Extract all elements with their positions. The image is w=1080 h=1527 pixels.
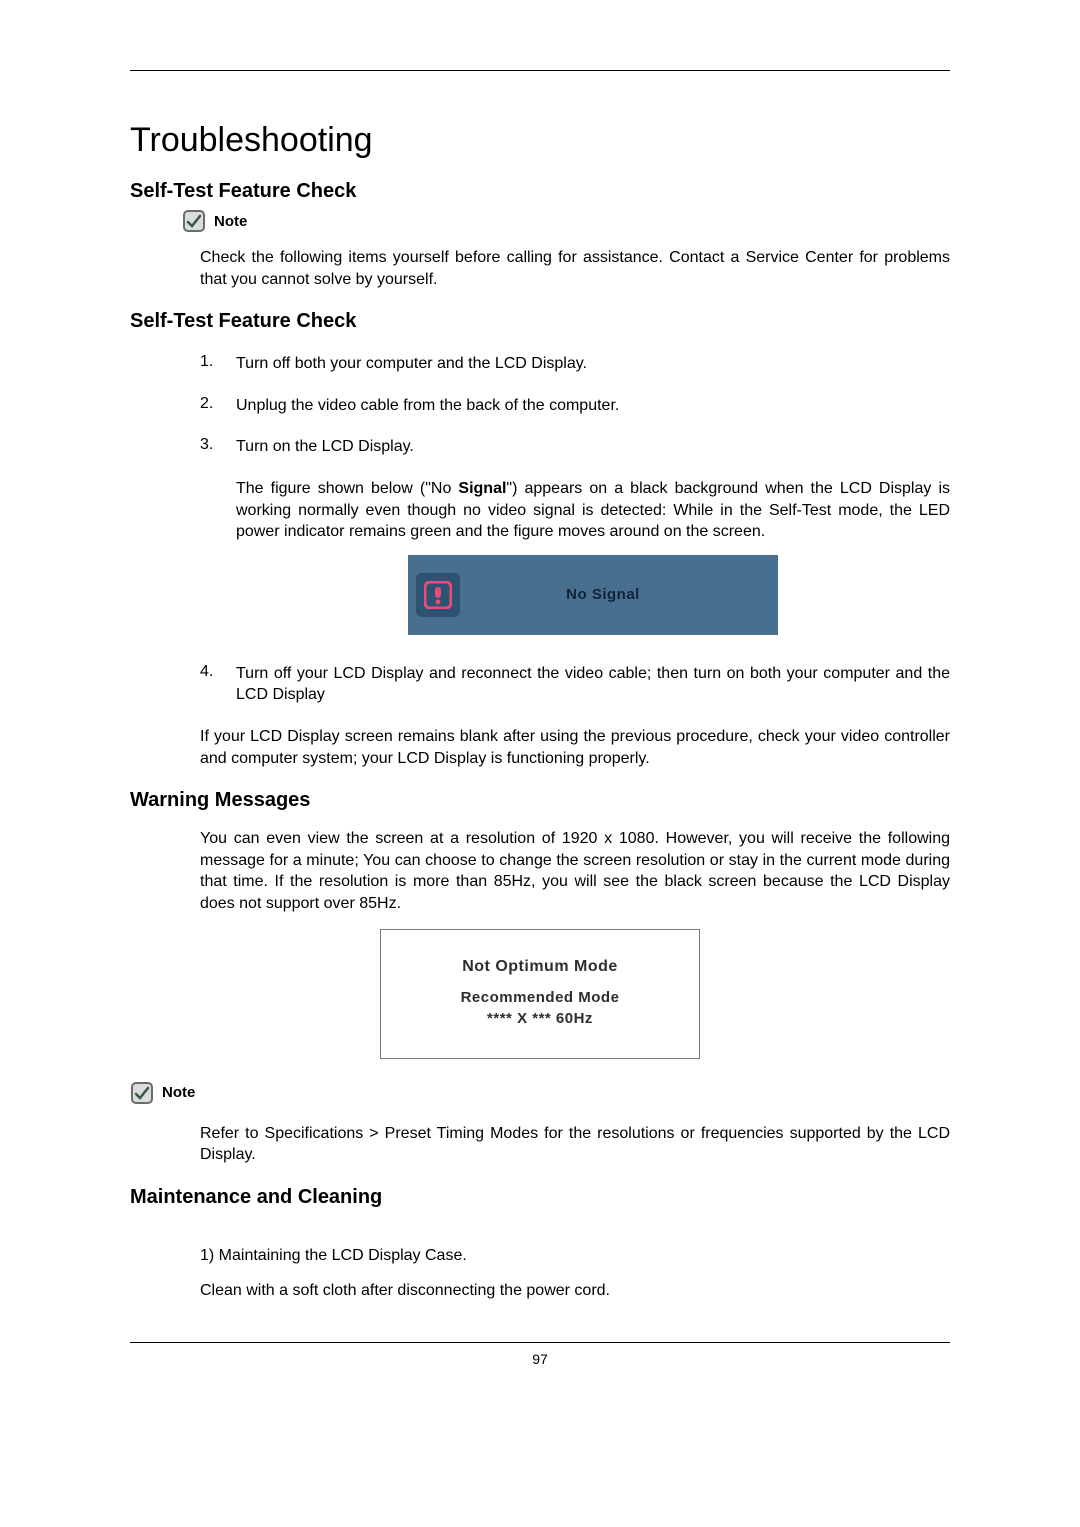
self-test-outro: If your LCD Display screen remains blank… <box>200 726 950 769</box>
page-title: Troubleshooting <box>130 121 950 160</box>
warning-box-line2: Recommended Mode **** X *** 60Hz <box>461 988 620 1029</box>
note-callout-2: Note <box>130 1081 950 1105</box>
no-signal-text: No Signal <box>468 585 778 605</box>
step-3: 3. Turn on the LCD Display. The figure s… <box>200 436 950 634</box>
section-warning: Warning Messages <box>130 789 950 812</box>
wb-l2b: **** X *** 60Hz <box>487 1010 593 1027</box>
alert-icon <box>424 581 452 609</box>
step-number: 1. <box>200 353 236 375</box>
note-label: Note <box>214 213 247 230</box>
detail-pre: The figure shown below ("No <box>236 480 458 497</box>
note-icon <box>182 209 208 233</box>
maint-line-1: 1) Maintaining the LCD Display Case. <box>200 1245 950 1267</box>
note-callout: Note <box>182 209 950 233</box>
top-rule <box>130 70 950 71</box>
section-self-test-1: Self-Test Feature Check <box>130 180 950 203</box>
step-number: 2. <box>200 395 236 417</box>
step-text: Unplug the video cable from the back of … <box>236 395 950 417</box>
section-self-test-2: Self-Test Feature Check <box>130 310 950 333</box>
bottom-rule <box>130 1342 950 1343</box>
no-signal-figure: No Signal <box>408 555 778 635</box>
detail-bold: Signal <box>458 480 506 497</box>
note2-body: Refer to Specifications > Preset Timing … <box>200 1123 950 1166</box>
ordered-steps: 1. Turn off both your computer and the L… <box>200 353 950 706</box>
warning-paragraph: You can even view the screen at a resolu… <box>200 828 950 914</box>
not-optimum-figure: Not Optimum Mode Recommended Mode **** X… <box>380 929 700 1059</box>
maint-line-2: Clean with a soft cloth after disconnect… <box>200 1280 950 1302</box>
step-3-detail: The figure shown below ("No Signal") app… <box>236 478 950 543</box>
step-text: Turn off both your computer and the LCD … <box>236 353 950 375</box>
note-icon <box>130 1081 156 1105</box>
step-number: 4. <box>200 663 236 706</box>
note-label: Note <box>162 1084 195 1101</box>
page-number: 97 <box>130 1351 950 1367</box>
no-signal-icon-wrap <box>408 555 468 635</box>
step-text: Turn on the LCD Display. The figure show… <box>236 436 950 634</box>
step-text: Turn off your LCD Display and reconnect … <box>236 663 950 706</box>
step-3-text: Turn on the LCD Display. <box>236 438 414 455</box>
section-maintenance: Maintenance and Cleaning <box>130 1186 950 1209</box>
step-number: 3. <box>200 436 236 634</box>
warning-box-line1: Not Optimum Mode <box>462 958 618 976</box>
no-signal-icon <box>416 573 460 617</box>
intro-paragraph: Check the following items yourself befor… <box>200 247 950 290</box>
step-2: 2. Unplug the video cable from the back … <box>200 395 950 417</box>
step-4: 4. Turn off your LCD Display and reconne… <box>200 663 950 706</box>
wb-l2a: Recommended Mode <box>461 989 620 1006</box>
step-1: 1. Turn off both your computer and the L… <box>200 353 950 375</box>
